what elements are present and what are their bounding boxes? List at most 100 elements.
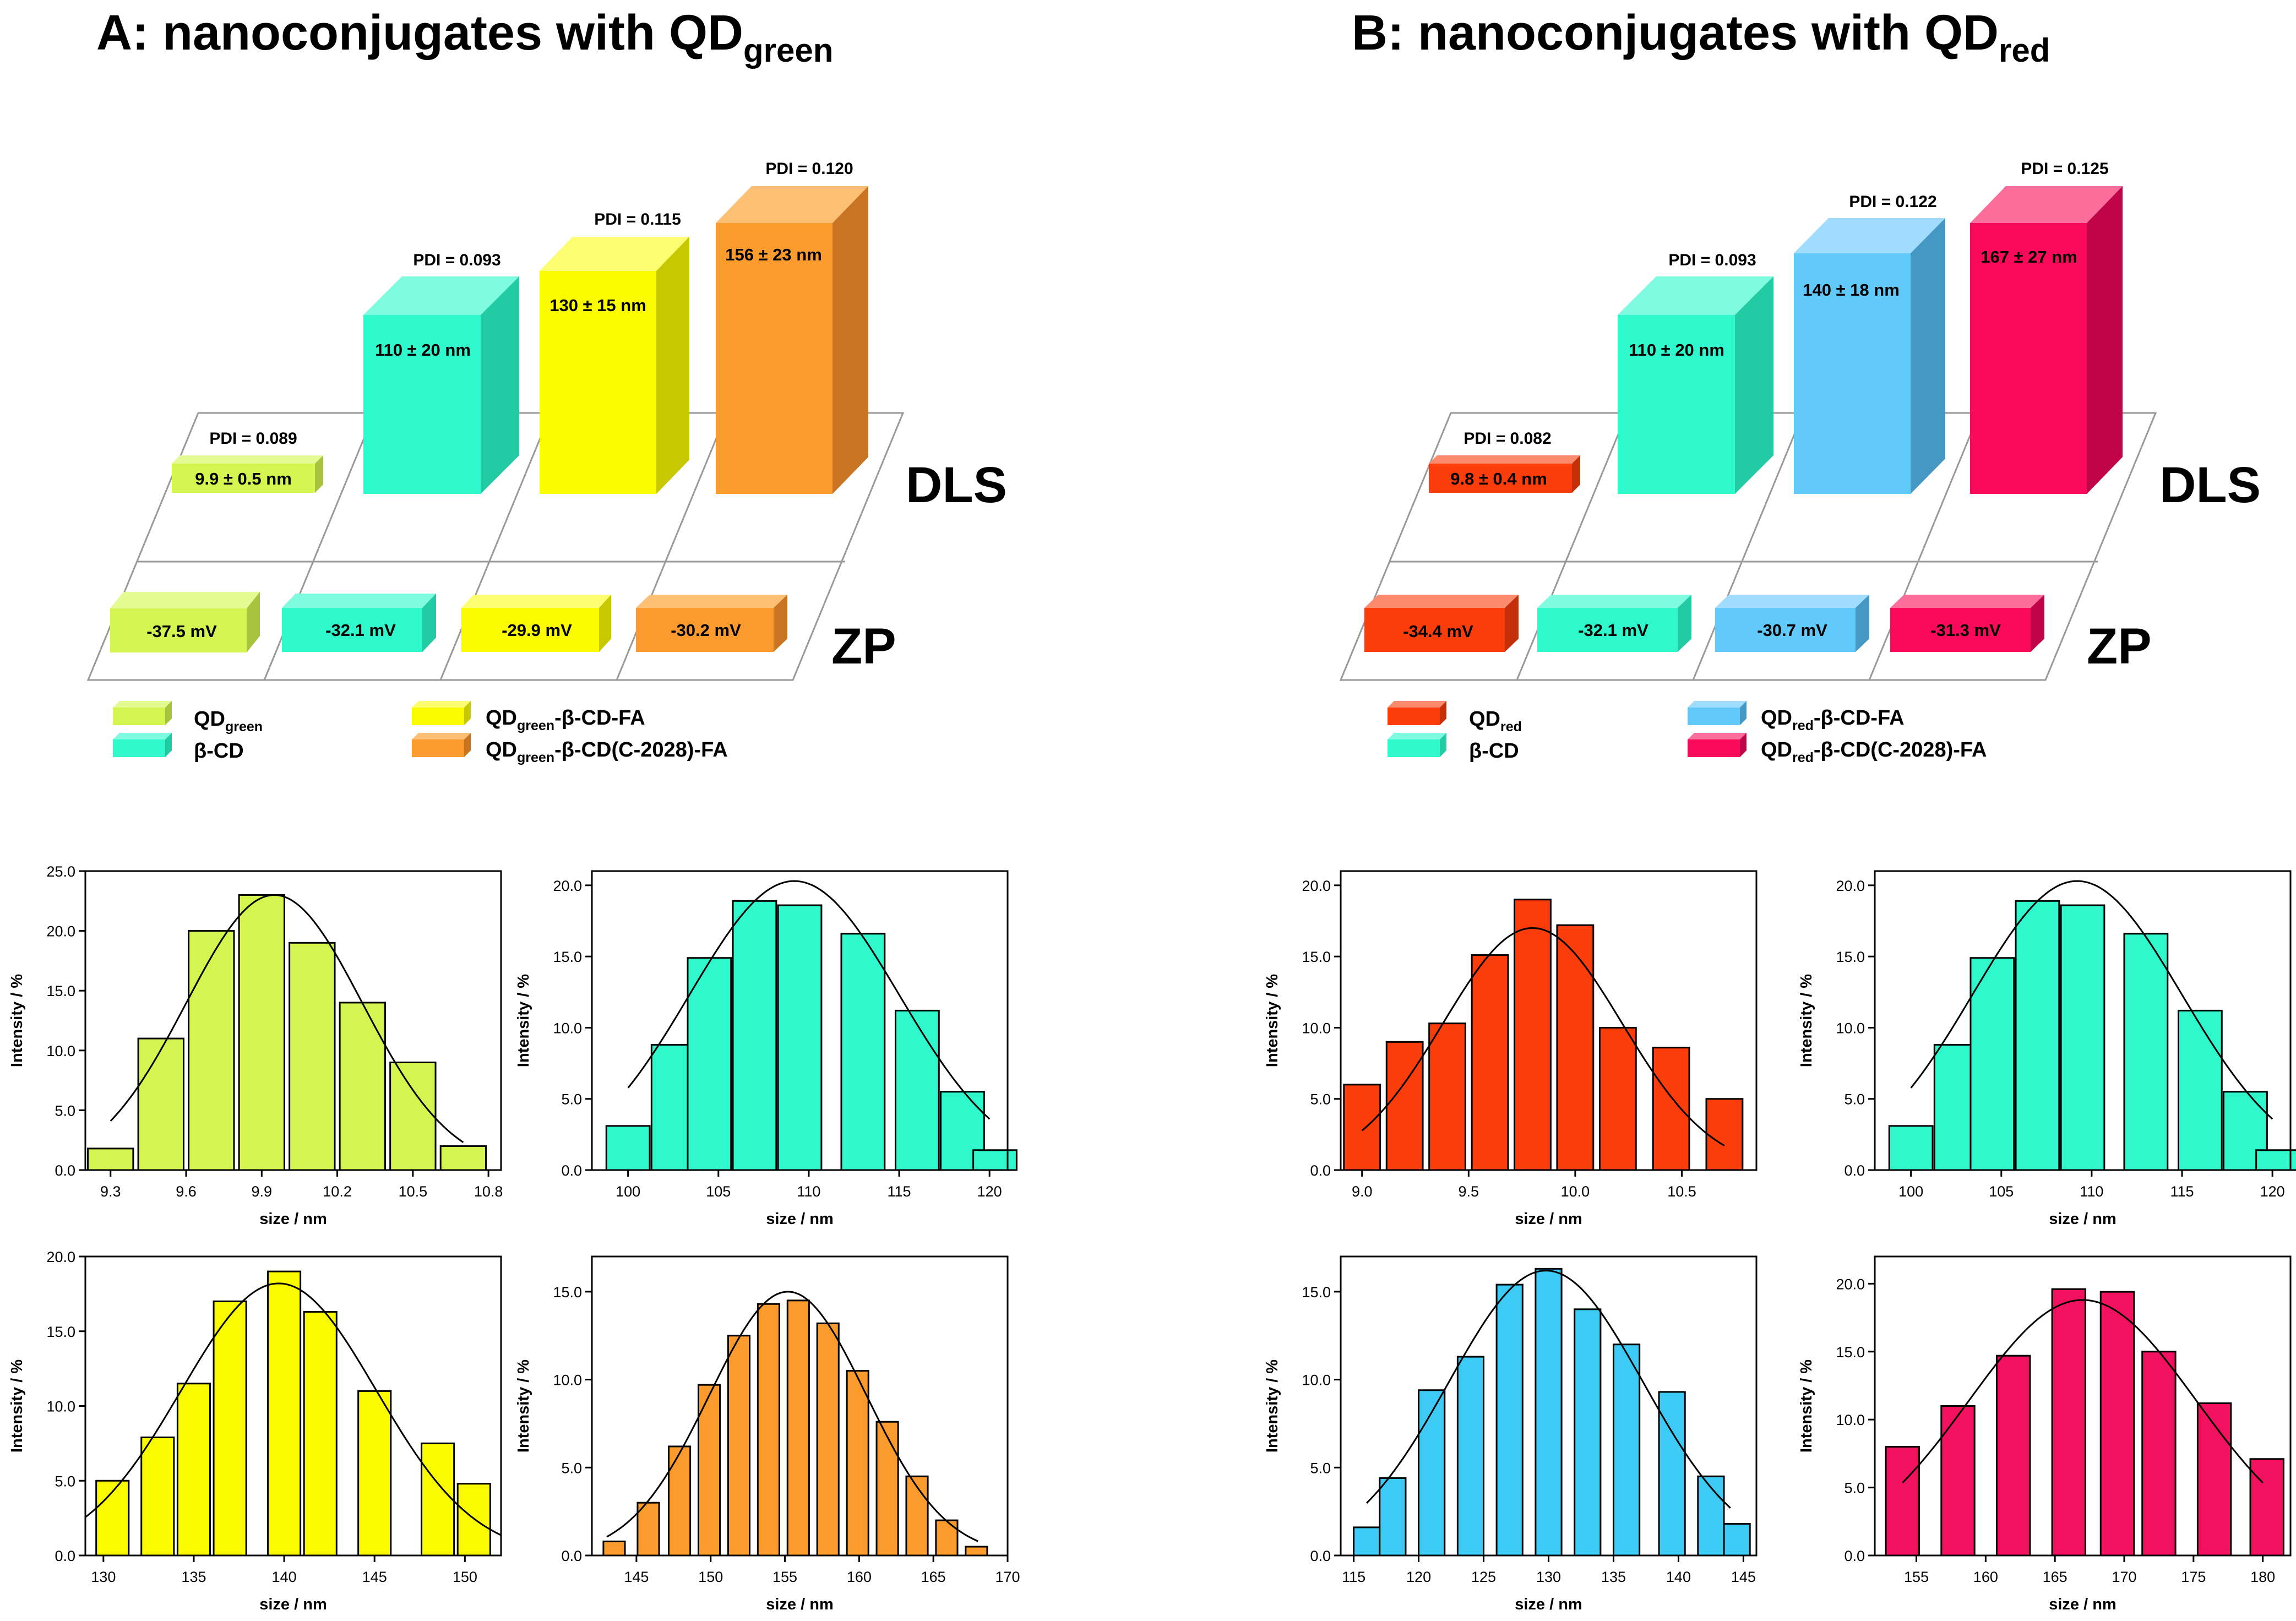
bar bbox=[2123, 933, 2169, 1171]
panel-b-pdi-3: PDI = 0.122 bbox=[1849, 193, 1936, 211]
x-tick-label: 10.8 bbox=[474, 1183, 503, 1200]
y-tick-label: 5.0 bbox=[1310, 1460, 1331, 1476]
bar bbox=[1379, 1477, 1407, 1557]
bar bbox=[1495, 1283, 1524, 1557]
svg-text:β-CD: β-CD bbox=[1469, 739, 1519, 763]
svg-text:QDgreen-β-CD-FA: QDgreen-β-CD-FA bbox=[486, 706, 645, 733]
panel-a-dls-bar-3: PDI = 0.115 130 ± 15 nm bbox=[540, 210, 689, 494]
svg-text:QDred: QDred bbox=[1469, 708, 1522, 735]
y-tick-label: 15.0 bbox=[1302, 949, 1331, 965]
bar bbox=[1574, 1308, 1602, 1557]
y-tick-label: 0.0 bbox=[1844, 1548, 1865, 1564]
bar bbox=[2060, 904, 2105, 1171]
panel-b-dls-bar-2: PDI = 0.093 110 ± 20 nm bbox=[1618, 251, 1773, 494]
y-tick-label: 25.0 bbox=[46, 863, 75, 880]
panel-b-zp-bar-3: -30.7 mV bbox=[1715, 595, 1869, 652]
bar bbox=[905, 1475, 929, 1557]
bar bbox=[1343, 1084, 1381, 1171]
bar bbox=[137, 1037, 184, 1171]
y-axis-label: Intensity / % bbox=[1798, 974, 1815, 1067]
legend-b-item-1: QDred bbox=[1388, 701, 1522, 735]
x-tick-label: 9.9 bbox=[252, 1183, 273, 1200]
fit-curve bbox=[110, 894, 464, 1143]
panel-b-size-1: 9.8 ± 0.4 nm bbox=[1450, 469, 1547, 488]
bar bbox=[732, 900, 777, 1171]
x-tick-label: 10.5 bbox=[399, 1183, 428, 1200]
y-axis-label: Intensity / % bbox=[8, 974, 26, 1067]
x-tick-label: 110 bbox=[797, 1183, 820, 1200]
bar bbox=[1885, 1446, 1920, 1557]
bar bbox=[1535, 1268, 1563, 1557]
bar bbox=[303, 1310, 338, 1557]
panel-b-zp-bar-4: -31.3 mV bbox=[1890, 595, 2044, 652]
panel-a-3d-chart: DLS ZP PDI = 0.089 9.9 ± 0.5 nm PDI = 0.… bbox=[86, 160, 1007, 765]
panel-a-pdi-2: PDI = 0.093 bbox=[413, 251, 500, 269]
svg-text:β-CD: β-CD bbox=[194, 739, 244, 763]
x-tick-label: 120 bbox=[977, 1183, 1002, 1200]
x-tick-label: 155 bbox=[1904, 1569, 1929, 1585]
x-tick-label: 120 bbox=[1406, 1569, 1431, 1585]
panel-a-zp-bar-3: -29.9 mV bbox=[461, 595, 611, 652]
y-tick-label: 10.0 bbox=[46, 1399, 75, 1415]
y-tick-label: 0.0 bbox=[1310, 1548, 1331, 1564]
bar bbox=[421, 1442, 455, 1557]
hist-qd-green-bcd-fa: 130 135 140 145 150 0.0 5.0 10.0 15.0 20.0 size / … bbox=[8, 1249, 502, 1613]
y-tick-label: 15.0 bbox=[1836, 1344, 1865, 1361]
panel-b-pdi-4: PDI = 0.125 bbox=[2021, 160, 2108, 178]
y-axis-label: Intensity / % bbox=[8, 1359, 26, 1453]
panel-a-dls-label: DLS bbox=[906, 457, 1007, 513]
y-tick-label: 0.0 bbox=[1844, 1162, 1865, 1179]
bar bbox=[697, 1384, 721, 1557]
bar bbox=[1888, 1125, 1934, 1171]
panel-b-dls-bar-4: PDI = 0.125 167 ± 27 nm bbox=[1970, 160, 2123, 494]
x-axis-label: size / nm bbox=[766, 1596, 834, 1613]
bar bbox=[687, 957, 732, 1171]
y-tick-label: 20.0 bbox=[46, 1249, 75, 1265]
bar bbox=[289, 942, 336, 1171]
plot-frame bbox=[1874, 870, 2292, 1171]
panel-a-size-4: 156 ± 23 nm bbox=[725, 245, 822, 264]
y-tick-label: 5.0 bbox=[1844, 1091, 1865, 1108]
y-tick-label: 5.0 bbox=[561, 1460, 582, 1476]
x-tick-label: 135 bbox=[1601, 1569, 1626, 1585]
y-tick-label: 0.0 bbox=[1310, 1162, 1331, 1179]
y-tick-label: 15.0 bbox=[553, 1284, 582, 1301]
bar bbox=[1723, 1523, 1751, 1557]
x-axis-label: size / nm bbox=[259, 1596, 327, 1613]
y-tick-label: 10.0 bbox=[1302, 1020, 1331, 1036]
plot-frame bbox=[84, 870, 502, 1171]
y-tick-label: 20.0 bbox=[1836, 878, 1865, 894]
bar bbox=[339, 1002, 387, 1171]
bar bbox=[1428, 1022, 1466, 1171]
x-axis-label: size / nm bbox=[1515, 1596, 1582, 1613]
panel-b-zp-bar-2: -32.1 mV bbox=[1537, 595, 1691, 652]
panel-b-3d-chart: DLS ZP PDI = 0.082 9.8 ± 0.4 nm PDI = 0.… bbox=[1339, 160, 2261, 765]
x-tick-label: 10.0 bbox=[1561, 1183, 1590, 1200]
y-tick-label: 5.0 bbox=[55, 1102, 75, 1119]
panel-a-zp-3: -29.9 mV bbox=[502, 621, 572, 640]
panel-b-size-4: 167 ± 27 nm bbox=[1981, 247, 2077, 266]
legend-a-item-1: QDgreen bbox=[113, 701, 263, 735]
y-tick-label: 10.0 bbox=[1836, 1412, 1865, 1428]
panel-a-size-1: 9.9 ± 0.5 nm bbox=[195, 469, 292, 488]
hist-bcd-b: 100 105 110 115 120 0.0 5.0 10.0 15.0 20.0 size / … bbox=[1798, 870, 2296, 1228]
bar bbox=[965, 1546, 988, 1557]
x-tick-label: 140 bbox=[272, 1569, 297, 1585]
plot-frame bbox=[591, 1255, 1009, 1557]
panel-a-zp-label: ZP bbox=[831, 618, 896, 674]
panel-a-zp-bar-1: -37.5 mV bbox=[110, 592, 260, 652]
y-tick-label: 15.0 bbox=[46, 1324, 75, 1340]
plot-frame bbox=[1340, 870, 1758, 1171]
x-tick-label: 180 bbox=[2250, 1569, 2275, 1585]
bar bbox=[636, 1502, 660, 1557]
bar bbox=[1612, 1343, 1641, 1557]
y-tick-label: 10.0 bbox=[1302, 1372, 1331, 1389]
panel-b-zp-1: -34.4 mV bbox=[1403, 622, 1473, 641]
bar bbox=[1969, 957, 2015, 1171]
y-tick-label: 20.0 bbox=[46, 923, 75, 940]
x-tick-label: 145 bbox=[362, 1569, 387, 1585]
bar bbox=[1456, 1356, 1485, 1557]
y-tick-label: 10.0 bbox=[553, 1372, 582, 1389]
panel-b-zp-bar-1: -34.4 mV bbox=[1364, 595, 1519, 652]
x-tick-label: 130 bbox=[91, 1569, 116, 1585]
